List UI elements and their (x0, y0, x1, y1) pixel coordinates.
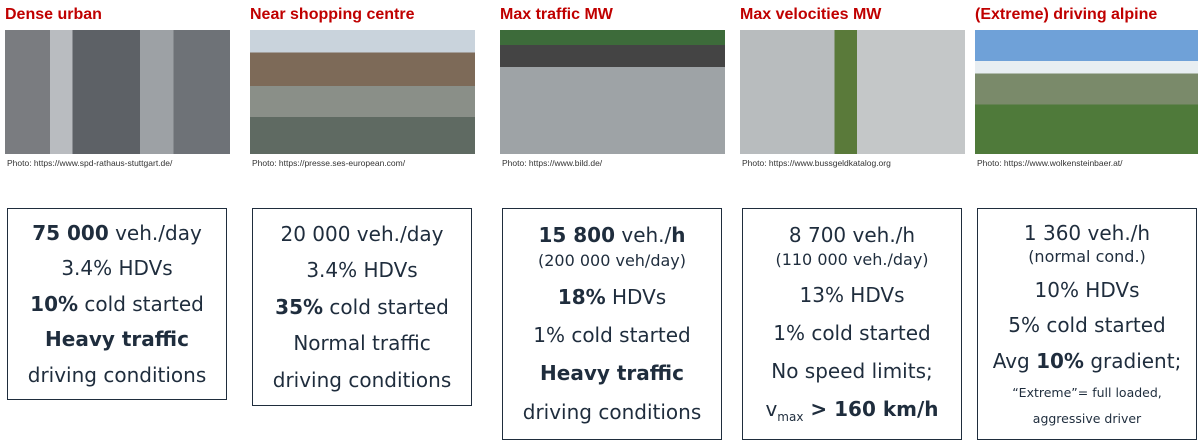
photo (250, 30, 475, 154)
column-title: Max traffic MW (500, 6, 613, 23)
info-box: 20 000 veh./day 3.4% HDVs 35% cold started… (252, 208, 472, 406)
column: Max velocities MW Photo: https://www.buss… (740, 0, 975, 445)
text-segment: > 160 km/h (803, 396, 939, 421)
text-segment: Normal traffic (293, 331, 431, 355)
info-line: 18% HDVs (558, 286, 666, 309)
text-segment: 18% (557, 285, 606, 310)
text-segment: 3.4% HDVs (61, 256, 173, 280)
info-line: 1% cold started (773, 322, 931, 345)
info-line: aggressive driver (1033, 412, 1141, 426)
photo (975, 30, 1198, 154)
info-line: Avg 10% gradient; (993, 350, 1182, 373)
text-segment: (normal cond.) (1028, 246, 1146, 266)
info-line: (110 000 veh./day) (775, 251, 928, 269)
text-segment: 10% HDVs (1034, 277, 1140, 302)
info-line: driving conditions (27, 362, 207, 387)
text-segment: 15 800 (538, 223, 615, 248)
text-segment: HDVs (605, 285, 667, 310)
text-segment: cold started (323, 294, 449, 319)
text-segment: v (765, 396, 778, 421)
info-line: 10% HDVs (1034, 277, 1140, 302)
info-line: driving conditions (272, 367, 452, 392)
text-segment: h (671, 223, 686, 248)
text-segment: cold started (78, 291, 204, 316)
column: (Extreme) driving alpine Photo: https://w… (975, 0, 1198, 445)
text-segment: 5% cold started (1008, 313, 1166, 338)
info-line: 10% cold started (30, 291, 204, 316)
info-box: 8 700 veh./h (110 000 veh./day) 13% HDVs 1%… (742, 208, 962, 440)
info-line: 1 360 veh./h (1023, 220, 1151, 245)
info-line: Heavy traffic (45, 328, 189, 351)
info-line: Normal traffic (293, 332, 430, 355)
photo (5, 30, 230, 154)
info-line: No speed limits; (771, 358, 933, 383)
info-line: 3.4% HDVs (306, 259, 417, 282)
info-line: (200 000 veh/day) (538, 252, 686, 270)
column: Max traffic MW Photo: https://www.bild.de… (500, 0, 735, 445)
photo (500, 30, 725, 154)
column: Near shopping centre Photo: https://press… (250, 0, 485, 445)
text-segment: 1 360 veh./h (1023, 220, 1151, 245)
text-segment: max (777, 409, 804, 424)
text-segment: Avg (992, 349, 1037, 374)
column-title: (Extreme) driving alpine (975, 6, 1158, 23)
text-segment: aggressive driver (1032, 411, 1142, 427)
text-segment: veh./day (108, 220, 202, 245)
info-box: 75 000 veh./day 3.4% HDVs 10% cold started… (7, 208, 227, 400)
text-segment: 8 700 veh./h (788, 222, 916, 247)
text-segment: 1% cold started (773, 321, 931, 346)
info-line: 13% HDVs (800, 284, 905, 307)
text-segment: “Extreme”= full loaded, (1012, 384, 1162, 400)
info-box: 15 800 veh./h (200 000 veh/day) 18% HDVs 1%… (502, 208, 722, 440)
info-line: Heavy traffic (540, 362, 684, 385)
info-line: driving conditions (522, 399, 702, 424)
photo-credit: Photo: https://presse.ses-european.com/ (252, 158, 406, 168)
column: Dense urban Photo: https://www.spd-rathau… (5, 0, 240, 445)
text-segment: driving conditions (522, 399, 702, 424)
text-segment: 10% (30, 291, 79, 316)
text-segment: Heavy traffic (540, 361, 684, 386)
column-title: Max velocities MW (740, 6, 882, 23)
info-line: “Extreme”= full loaded, (1012, 386, 1162, 400)
text-segment: veh./ (615, 223, 672, 248)
info-line: 75 000 veh./day (32, 220, 202, 245)
text-segment: driving conditions (272, 367, 452, 392)
photo-credit: Photo: https://www.spd-rathaus-stuttgart… (7, 158, 173, 168)
photo-credit: Photo: https://www.bussgeldkatalog.org (742, 158, 891, 168)
info-line: 8 700 veh./h (788, 222, 916, 247)
photo-credit: Photo: https://www.bild.de/ (502, 158, 603, 168)
info-line: 15 800 veh./h (538, 224, 685, 247)
text-segment: No speed limits; (771, 358, 933, 383)
info-line: vmax > 160 km/h (765, 396, 939, 425)
column-title: Dense urban (5, 6, 102, 23)
photo-credit: Photo: https://www.wolkensteinbaer.at/ (977, 158, 1123, 168)
text-segment: 13% HDVs (799, 283, 905, 308)
text-segment: 1% cold started (533, 323, 691, 348)
column-title: Near shopping centre (250, 6, 415, 23)
info-line: 20 000 veh./day (280, 221, 444, 246)
text-segment: 10% (1036, 349, 1084, 374)
text-segment: Heavy traffic (45, 327, 189, 351)
info-line: 3.4% HDVs (61, 257, 172, 280)
photo (740, 30, 965, 154)
info-line: 1% cold started (533, 324, 691, 347)
text-segment: driving conditions (27, 362, 207, 387)
text-segment: 20 000 veh./day (280, 221, 444, 246)
text-segment: gradient; (1083, 349, 1182, 374)
text-segment: 75 000 (32, 220, 109, 245)
info-box: 1 360 veh./h (normal cond.) 10% HDVs 5% col… (977, 208, 1197, 440)
info-line: (normal cond.) (1028, 246, 1146, 266)
text-segment: 3.4% HDVs (306, 258, 418, 282)
info-line: 5% cold started (1008, 314, 1166, 337)
text-segment: (200 000 veh/day) (537, 251, 686, 271)
info-line: 35% cold started (275, 294, 449, 319)
text-segment: (110 000 veh./day) (775, 250, 929, 270)
text-segment: 35% (275, 294, 324, 319)
